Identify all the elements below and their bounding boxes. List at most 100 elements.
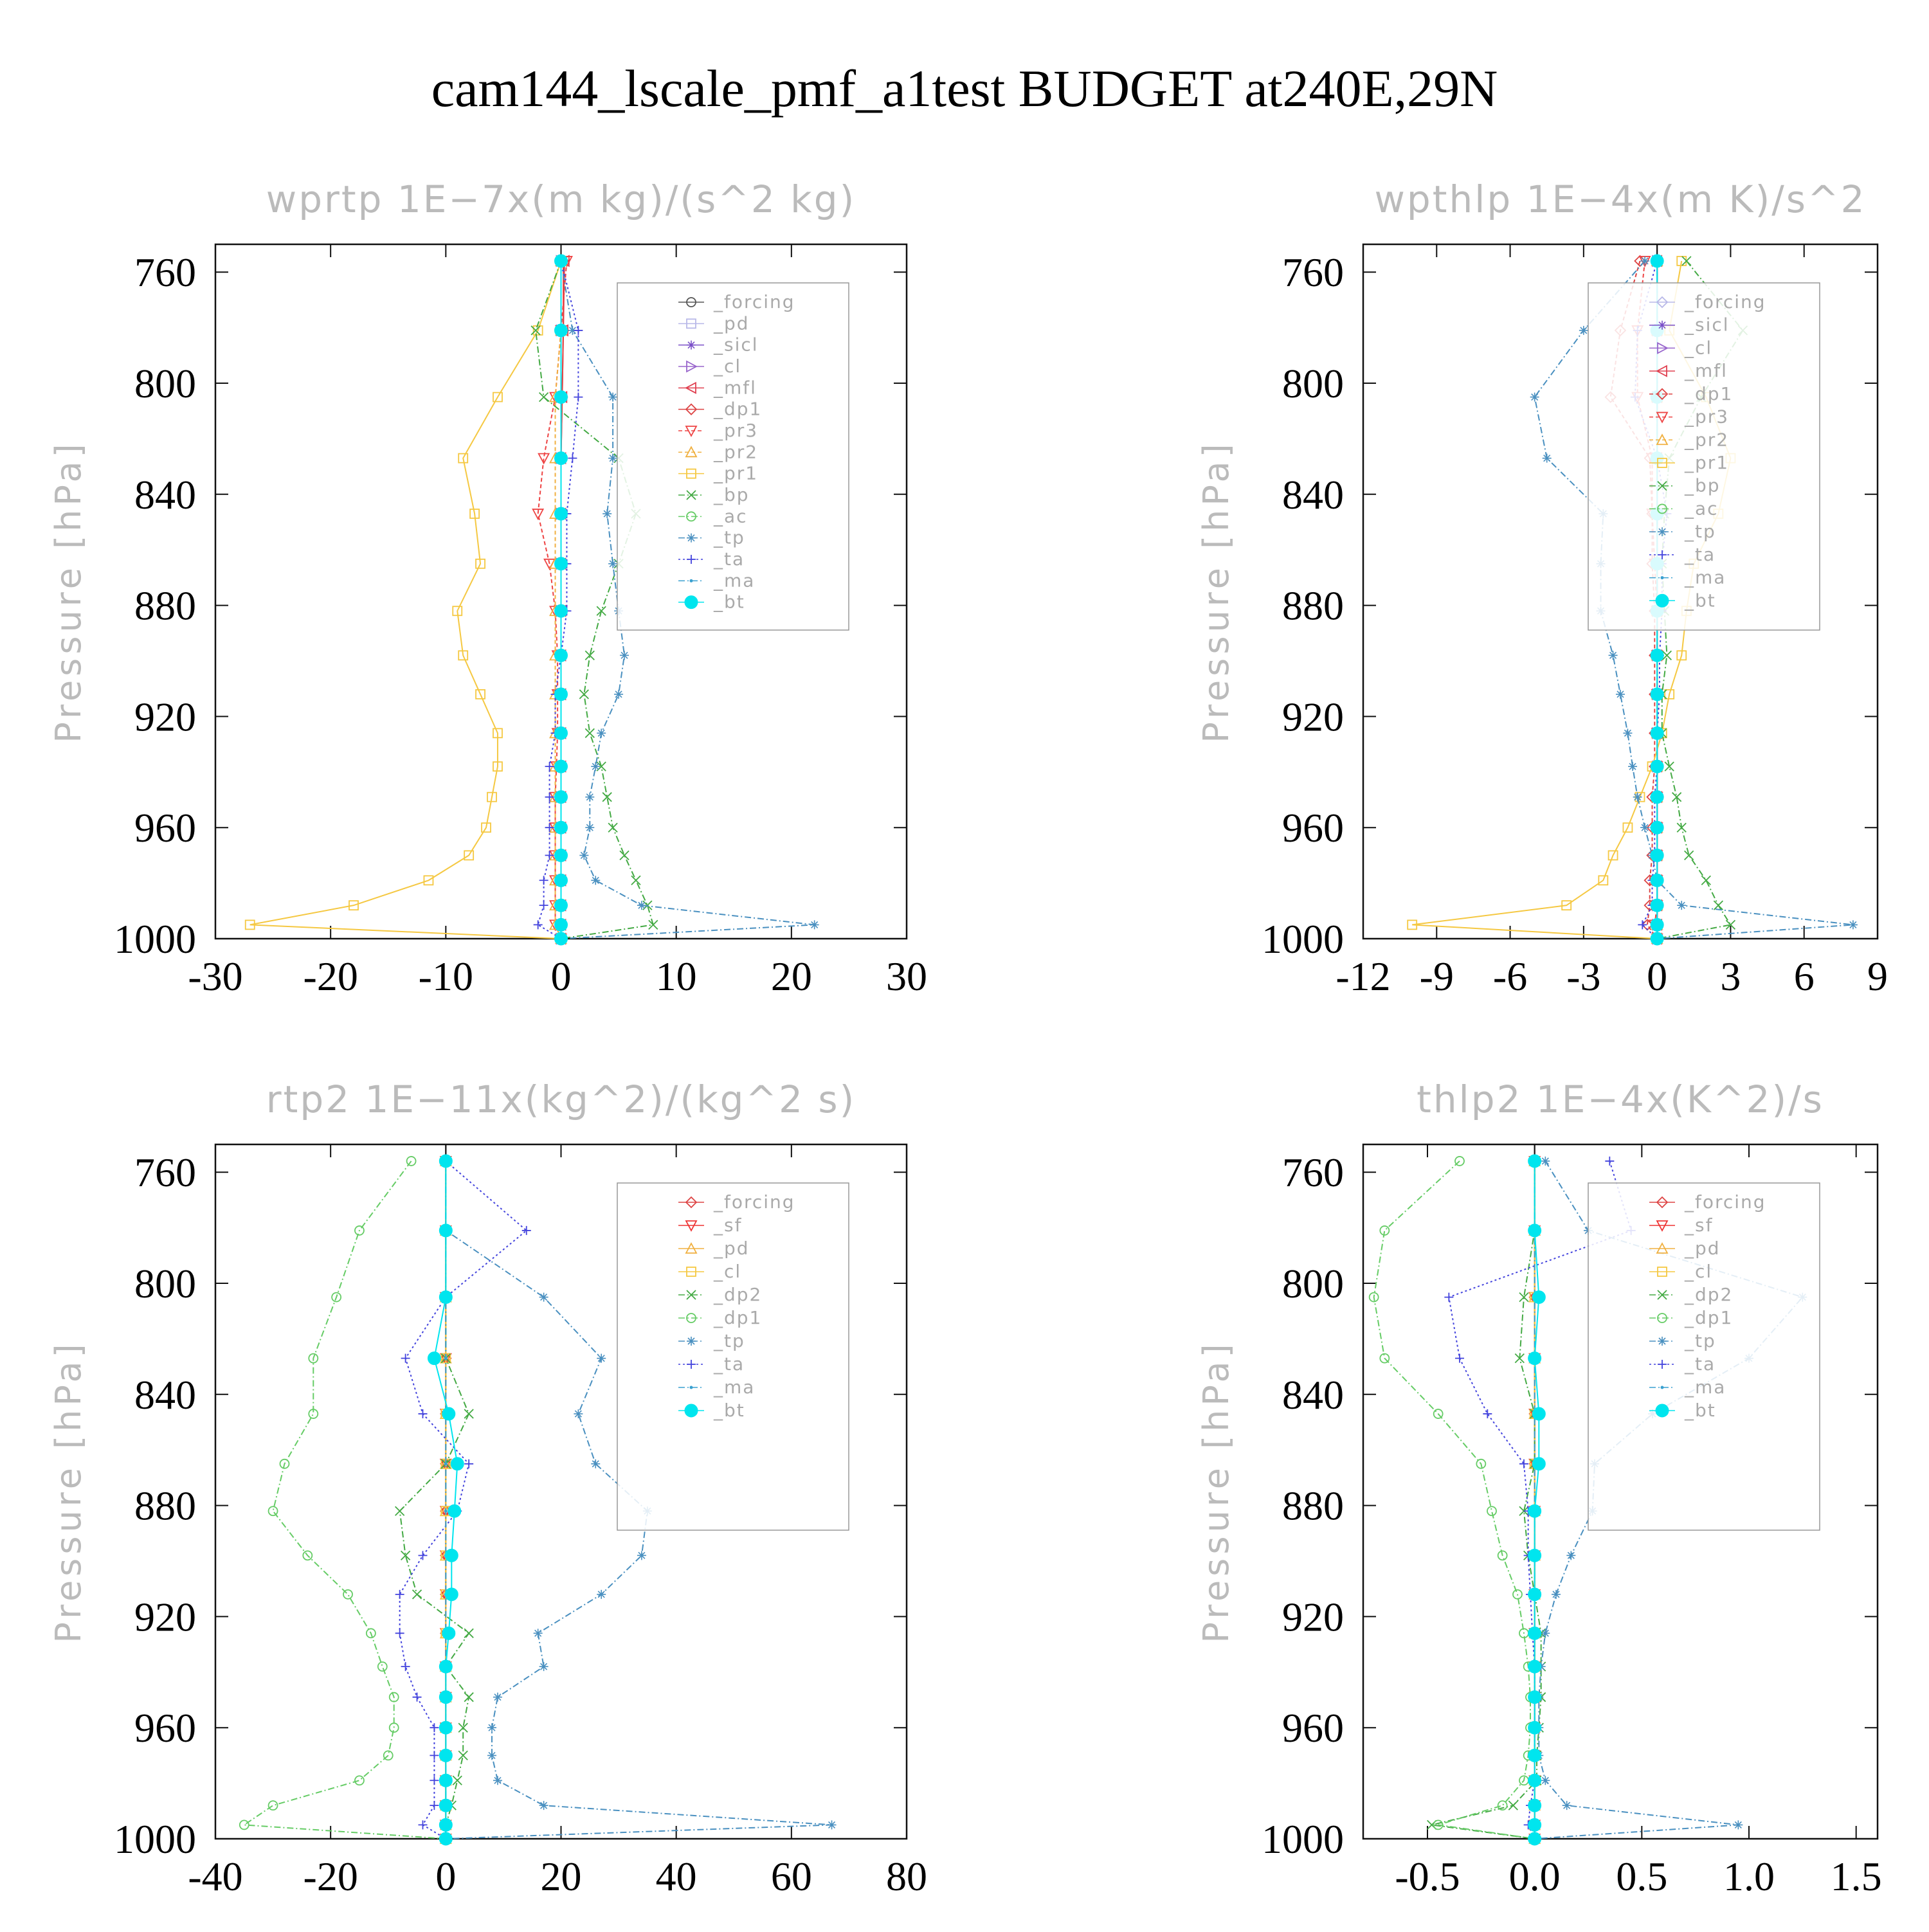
legend-marker <box>1655 593 1669 608</box>
legend-marker <box>1657 1313 1667 1323</box>
x-tick-label: 0 <box>551 953 572 999</box>
plot-frame <box>1362 1143 1879 1840</box>
data-point <box>585 823 595 833</box>
series-line-tp <box>560 260 815 939</box>
data-point <box>1519 1459 1528 1468</box>
legend-box <box>1588 282 1820 631</box>
x-tick-label: 20 <box>771 953 812 999</box>
data-point <box>554 254 568 268</box>
legend-label: _pr2 <box>1684 429 1729 450</box>
data-point <box>444 1548 458 1562</box>
data-point <box>554 390 568 404</box>
data-point <box>533 920 543 930</box>
data-point <box>439 1832 453 1846</box>
legend-label: _cl <box>1684 1261 1712 1282</box>
data-point <box>1684 850 1694 861</box>
data-point <box>1542 453 1552 463</box>
data-point <box>493 1692 502 1702</box>
data-point <box>1532 1290 1546 1305</box>
data-point <box>1528 1154 1542 1168</box>
legend-marker <box>1657 458 1667 468</box>
y-tick-label: 920 <box>1282 1594 1344 1639</box>
x-tick-label: -40 <box>188 1854 242 1899</box>
x-tick-label: -20 <box>303 1854 358 1899</box>
y-tick-label: 960 <box>134 1705 196 1751</box>
legend-marker <box>686 1313 696 1323</box>
data-point <box>267 1800 278 1811</box>
data-point <box>554 687 568 701</box>
y-tick-label: 1000 <box>114 1816 196 1862</box>
data-point <box>302 1550 313 1561</box>
data-point <box>584 650 595 660</box>
data-point <box>1640 823 1650 833</box>
data-point <box>1650 820 1664 835</box>
data-point <box>439 1720 453 1735</box>
y-tick-label: 920 <box>1282 694 1344 739</box>
y-tick-label: 960 <box>134 805 196 851</box>
series-group <box>1368 1154 1807 1846</box>
data-point <box>400 1550 411 1560</box>
data-point <box>475 558 485 569</box>
data-point <box>1623 728 1633 738</box>
data-point <box>439 1818 453 1832</box>
x-tick-label: -10 <box>419 953 473 999</box>
data-point <box>439 1223 453 1238</box>
data-point <box>1532 1457 1546 1471</box>
data-point <box>418 1409 428 1419</box>
data-point <box>554 604 568 618</box>
legend-label: _mfl <box>1684 360 1728 381</box>
data-point <box>1608 850 1618 861</box>
x-tick-label: 1.0 <box>1723 1854 1775 1899</box>
data-point <box>1476 1458 1487 1469</box>
data-point <box>1677 901 1687 910</box>
legend-marker <box>686 511 696 522</box>
data-point <box>1433 1819 1444 1830</box>
panel-title: thlp2 1E−4x(K^2)/s <box>1417 1078 1824 1121</box>
data-point <box>591 876 601 885</box>
data-point <box>430 1776 439 1785</box>
panels: wprtp 1E−7x(m kg)/(s^2 kg) Pressure [hPa]… <box>48 177 1888 1899</box>
x-tick-label: 60 <box>771 1854 812 1899</box>
data-point <box>458 1750 468 1761</box>
data-point <box>1514 1353 1525 1364</box>
data-point <box>1713 900 1724 910</box>
data-point <box>1676 822 1687 833</box>
legend-label: _ma <box>713 1377 755 1398</box>
data-point <box>554 557 568 571</box>
x-tick-label: 0.5 <box>1616 1854 1667 1899</box>
legend-label: _pr2 <box>713 441 758 462</box>
y-axis-label: Pressure [hPa] <box>1196 1340 1236 1643</box>
legend: _forcing_pd_sicl_cl_mfl_dp1_pr3_pr2_pr1_… <box>617 282 849 631</box>
legend-box <box>1588 1182 1820 1531</box>
legend-marker <box>686 468 696 479</box>
panel-4: thlp2 1E−4x(K^2)/s Pressure [hPa] 760 800 84… <box>1196 1078 1882 1899</box>
series-line-dp2 <box>399 1160 470 1839</box>
data-point <box>481 822 491 833</box>
legend-label: _bp <box>713 484 750 505</box>
legend-label: _forcing <box>713 1191 795 1213</box>
data-point <box>1497 1800 1508 1811</box>
data-point <box>388 1692 399 1702</box>
legend-marker <box>1658 527 1667 537</box>
legend-label: _dp1 <box>1684 1307 1733 1328</box>
legend-label: _pd <box>713 312 750 334</box>
legend-label: _ta <box>713 1353 745 1375</box>
data-point <box>568 453 577 463</box>
legend-label: _sicl <box>713 334 759 356</box>
data-point <box>591 762 601 772</box>
y-tick-label: 880 <box>134 583 196 629</box>
data-point <box>493 1776 502 1785</box>
x-tick-label: -30 <box>188 953 242 999</box>
data-point <box>827 1820 837 1830</box>
legend-marker <box>689 579 693 582</box>
data-point <box>464 1692 474 1702</box>
legend-marker <box>686 297 696 307</box>
data-point <box>383 1750 394 1761</box>
data-point <box>469 509 480 519</box>
x-tick-label: 6 <box>1794 953 1815 999</box>
data-point <box>1650 726 1664 740</box>
series-line-tp <box>445 1160 832 1839</box>
legend-marker <box>687 533 696 543</box>
data-point <box>430 1801 439 1810</box>
data-point <box>1638 920 1647 930</box>
